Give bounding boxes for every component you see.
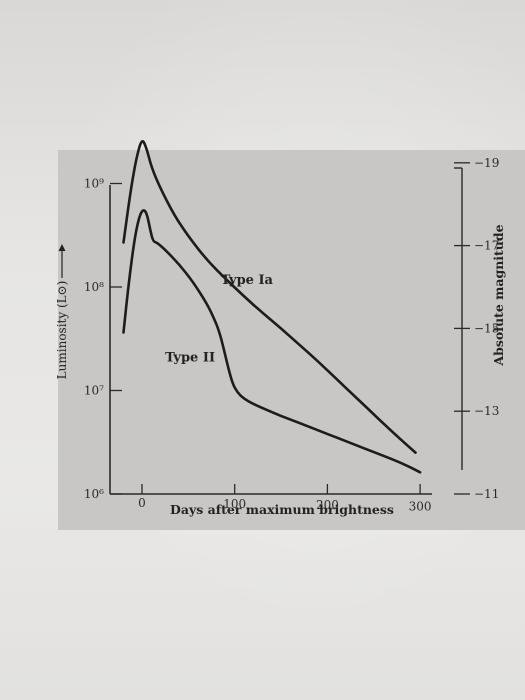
x-axis-title: Days after maximum brightness xyxy=(170,502,394,517)
y-axis-title: Luminosity (L⊙) xyxy=(55,281,69,380)
y2-tick-label: −15 xyxy=(474,321,499,335)
y-tick-label: 10⁸ xyxy=(84,280,104,294)
y-tick-label: 10⁷ xyxy=(84,384,104,398)
left-axis-title-group: Luminosity (L⊙) xyxy=(55,244,69,379)
plot-panel xyxy=(58,150,525,530)
series-line-type-ia xyxy=(122,140,417,454)
y-tick-label: 10⁶ xyxy=(84,487,104,501)
x-ticks: 0 100 200 300 xyxy=(138,484,432,513)
x-tick-label: 100 xyxy=(223,497,246,511)
y2-tick-label: −11 xyxy=(474,487,499,501)
series-label-type-ii: Type II xyxy=(165,351,215,366)
left-y-ticks: 10⁹ 10⁸ 10⁷ 10⁶ xyxy=(84,177,122,501)
y2-axis-title: Absolute magnitude xyxy=(491,224,506,366)
right-y-ticks: −19 −17 −15 −13 −11 xyxy=(454,156,499,501)
x-tick-label: 300 xyxy=(409,499,432,513)
series-label-type-ia: Type Ia xyxy=(221,273,274,288)
y-tick-label: 10⁹ xyxy=(84,177,104,191)
x-tick-label: 200 xyxy=(316,498,339,512)
series-labels: Type Ia Type II xyxy=(165,273,273,366)
x-tick-label: 0 xyxy=(138,496,146,510)
y2-tick-label: −13 xyxy=(474,404,499,418)
series-lines xyxy=(122,140,422,474)
series-line-type-ii xyxy=(122,209,422,474)
chart-axes xyxy=(109,167,463,495)
y2-tick-label: −19 xyxy=(474,156,499,170)
y-axis-arrow-head xyxy=(58,244,66,251)
y2-tick-label: −17 xyxy=(474,239,499,253)
